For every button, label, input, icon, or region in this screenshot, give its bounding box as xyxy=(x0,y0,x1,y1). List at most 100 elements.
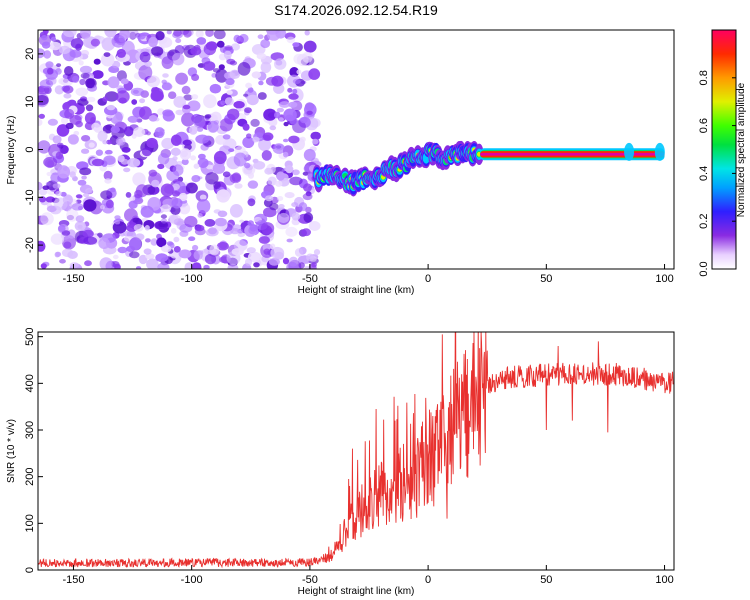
noise-blob xyxy=(292,88,298,95)
noise-blob xyxy=(127,115,139,123)
noise-blob xyxy=(150,238,158,246)
noise-blob xyxy=(285,226,298,237)
noise-blob xyxy=(308,221,321,231)
noise-blob xyxy=(82,229,94,238)
noise-blob xyxy=(144,60,152,67)
noise-blob xyxy=(250,118,260,127)
noise-blob xyxy=(106,139,112,145)
noise-blob xyxy=(267,176,277,186)
noise-blob xyxy=(139,106,152,120)
noise-blob xyxy=(145,253,155,260)
noise-blob xyxy=(181,112,195,127)
noise-blob xyxy=(74,221,86,232)
snr-y-tick-label: 0 xyxy=(24,567,36,573)
spectrogram-x-tick-label: 100 xyxy=(655,273,673,285)
noise-blob xyxy=(242,136,255,148)
noise-blob xyxy=(203,94,217,109)
noise-blob xyxy=(155,31,165,41)
noise-blob xyxy=(170,147,181,156)
noise-blob xyxy=(157,163,165,170)
noise-blob xyxy=(244,258,253,266)
noise-blob xyxy=(188,125,198,135)
noise-blob xyxy=(160,183,174,197)
noise-blob xyxy=(84,260,92,267)
noise-blob xyxy=(301,228,312,237)
spectrogram-x-tick-label: -50 xyxy=(302,273,318,285)
noise-blob xyxy=(114,263,121,269)
noise-blob xyxy=(141,147,152,157)
noise-blob xyxy=(311,262,317,268)
noise-blob xyxy=(303,148,316,162)
noise-blob xyxy=(173,96,186,108)
noise-blob xyxy=(43,50,52,59)
noise-blob xyxy=(111,34,126,48)
noise-blob xyxy=(126,30,139,39)
noise-blob xyxy=(185,182,198,194)
noise-blob xyxy=(182,104,191,110)
noise-blob xyxy=(277,196,284,201)
noise-blob xyxy=(197,157,209,169)
noise-blob xyxy=(168,214,179,224)
noise-blob xyxy=(65,122,74,130)
noise-blob xyxy=(64,108,75,120)
noise-blob xyxy=(286,261,298,269)
noise-blob xyxy=(171,52,185,66)
noise-blob xyxy=(55,190,62,197)
noise-blob xyxy=(79,65,93,74)
noise-blob xyxy=(62,30,77,38)
noise-blob xyxy=(61,230,71,236)
noise-blob xyxy=(150,46,164,56)
noise-blob xyxy=(39,189,47,196)
noise-blob xyxy=(244,107,252,114)
noise-blob xyxy=(116,48,127,58)
noise-blob xyxy=(296,69,302,75)
noise-blob xyxy=(214,217,227,227)
colorbar-tick-label: 0.6 xyxy=(698,118,710,133)
noise-blob xyxy=(58,45,71,55)
noise-blob xyxy=(283,121,289,127)
noise-blob xyxy=(218,64,225,70)
noise-blob xyxy=(151,179,160,188)
snr-x-tick-label: 100 xyxy=(655,574,673,586)
noise-blob xyxy=(217,210,228,218)
spectrogram-y-tick-label: 20 xyxy=(24,48,36,60)
noise-blob xyxy=(171,134,182,146)
noise-blob xyxy=(38,181,43,191)
colorbar: 0.0 0.2 0.4 0.6 0.8 Normalized spectral ampl… xyxy=(698,29,747,277)
noise-blob xyxy=(266,30,281,41)
spectrogram-x-ticks: -150 -100 -50 0 50 100 xyxy=(62,264,674,285)
noise-blob xyxy=(204,253,217,265)
noise-blob xyxy=(161,56,174,69)
noise-blob xyxy=(40,212,54,226)
spectrogram-y-tick-label: -10 xyxy=(24,189,36,205)
noise-blob xyxy=(56,63,62,67)
noise-blob xyxy=(146,137,158,149)
noise-blob xyxy=(284,192,295,199)
noise-blob xyxy=(197,250,204,255)
noise-blob xyxy=(181,85,191,95)
noise-blob xyxy=(104,178,112,184)
snr-panel: -150 -100 -50 0 50 100 0 100 200 300 400 500 Heigh… xyxy=(6,327,675,597)
noise-blob xyxy=(287,87,293,93)
noise-blob xyxy=(53,197,68,211)
noise-blob xyxy=(170,253,179,259)
noise-blob xyxy=(213,181,221,190)
noise-blob xyxy=(150,90,164,102)
noise-blob xyxy=(198,153,206,160)
noise-blob xyxy=(199,194,207,200)
noise-blob xyxy=(133,224,144,232)
noise-blob xyxy=(97,130,108,142)
noise-blob xyxy=(166,30,172,35)
noise-blob xyxy=(304,265,311,269)
noise-blob xyxy=(191,94,199,100)
noise-blob xyxy=(234,183,243,189)
noise-blob xyxy=(223,50,232,59)
noise-blob xyxy=(123,230,134,237)
noise-blob xyxy=(285,165,294,174)
noise-blob xyxy=(38,196,47,203)
noise-blob xyxy=(55,251,62,257)
noise-blob xyxy=(282,257,290,265)
noise-blob xyxy=(260,61,272,73)
noise-blob xyxy=(70,38,84,49)
